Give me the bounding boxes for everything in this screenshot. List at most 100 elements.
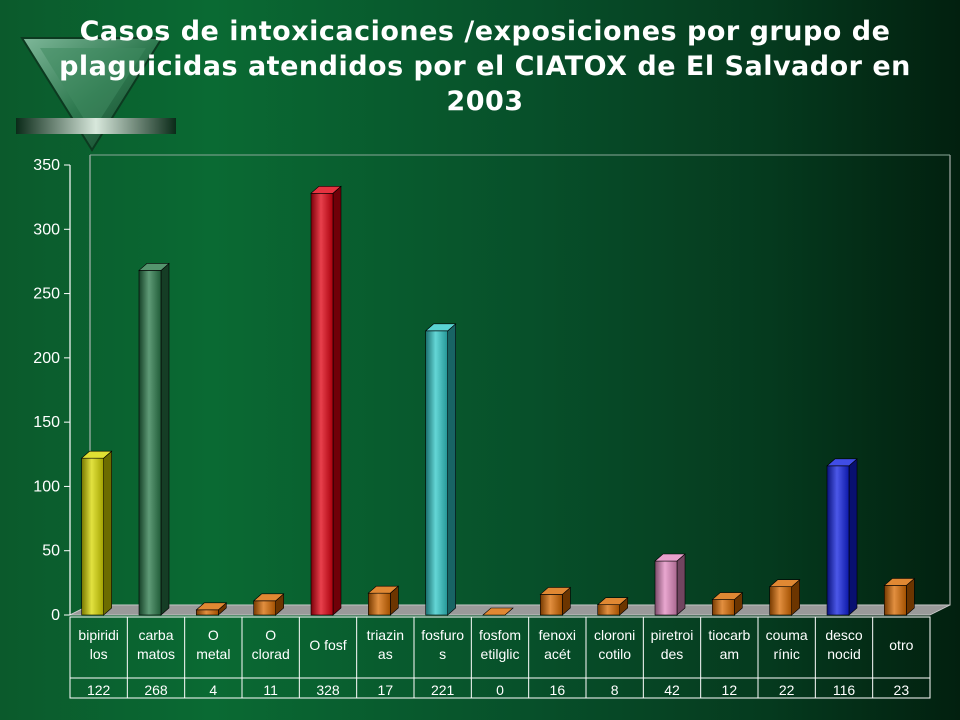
value-label: 22 <box>779 682 795 698</box>
y-tick-label: 200 <box>33 350 60 367</box>
bar-front <box>310 192 334 616</box>
category-label: des <box>661 646 684 662</box>
value-label: 12 <box>722 682 738 698</box>
category-label: O <box>208 627 219 643</box>
y-tick-label: 0 <box>51 607 60 624</box>
category-label: fosfuro <box>421 627 464 643</box>
bar <box>482 607 514 616</box>
value-label: 122 <box>87 682 111 698</box>
bar <box>654 553 686 616</box>
bar-front <box>368 592 391 616</box>
bar-top <box>883 578 916 586</box>
value-label: 16 <box>550 682 566 698</box>
category-label: los <box>90 646 108 662</box>
bar-side <box>160 262 170 616</box>
category-label: O <box>265 627 276 643</box>
bar-front <box>253 600 276 616</box>
bar-top <box>768 579 801 588</box>
bar <box>195 602 228 616</box>
bar-top <box>826 458 858 467</box>
bar-front <box>425 330 448 616</box>
bar-front <box>769 586 792 616</box>
category-label: O fosf <box>309 637 346 653</box>
bar <box>367 585 400 616</box>
bar <box>424 323 457 616</box>
table-border <box>69 616 931 699</box>
value-label: 116 <box>833 682 856 698</box>
bar <box>252 593 285 616</box>
category-label: matos <box>137 646 175 662</box>
category-label: tiocarb <box>708 627 750 643</box>
category-label: etilglic <box>481 646 520 662</box>
bar <box>539 586 572 616</box>
bar-side <box>332 185 342 616</box>
y-tick-label: 250 <box>33 286 60 303</box>
logo-graphic <box>16 37 176 152</box>
bar <box>711 591 744 616</box>
y-tick-label: 100 <box>33 478 60 495</box>
category-label: couma <box>766 627 808 643</box>
bar <box>310 185 342 616</box>
bar-top <box>252 593 285 602</box>
value-label: 23 <box>894 682 910 698</box>
category-label: s <box>439 646 446 662</box>
bar-side <box>103 450 112 616</box>
value-label: 268 <box>144 682 168 698</box>
category-label: am <box>720 646 739 662</box>
bar-front <box>196 609 219 616</box>
bar-side <box>676 553 686 616</box>
category-label: nocid <box>827 646 860 662</box>
category-label: metal <box>196 646 230 662</box>
bar-top <box>711 592 744 600</box>
bar-side <box>848 458 858 616</box>
bar-front <box>884 585 907 616</box>
bar-front <box>81 457 104 616</box>
category-label: triazin <box>367 627 404 643</box>
category-label: otro <box>889 637 913 653</box>
category-label: rínic <box>773 646 799 662</box>
category-label: piretroi <box>651 627 694 643</box>
bar-top <box>195 602 228 611</box>
value-label: 11 <box>263 682 278 698</box>
category-label: desco <box>825 627 863 643</box>
bar-top <box>424 323 457 332</box>
value-label: 4 <box>209 682 217 698</box>
bar-front <box>654 560 678 616</box>
category-label: acét <box>544 646 571 662</box>
value-label: 328 <box>316 682 340 698</box>
plot-back-frame <box>69 155 951 616</box>
bar-top <box>310 185 342 194</box>
value-label: 221 <box>431 682 455 698</box>
category-label: cloroni <box>594 627 635 643</box>
value-label: 8 <box>611 682 619 698</box>
category-label: fenoxi <box>539 627 576 643</box>
category-label: clorad <box>252 646 290 662</box>
bar-front <box>540 594 563 616</box>
bar <box>138 262 170 616</box>
y-tick-label: 350 <box>33 157 60 174</box>
value-label: 17 <box>378 682 394 698</box>
value-label: 42 <box>664 682 680 698</box>
bar-side <box>447 323 456 616</box>
y-tick-label: 50 <box>42 543 60 560</box>
bar-front <box>712 599 735 616</box>
bar-top <box>654 553 686 562</box>
category-label: as <box>378 646 393 662</box>
bar-top <box>80 450 113 459</box>
bar-top <box>482 607 514 616</box>
bar <box>768 579 801 616</box>
category-label: bipiridi <box>78 627 118 643</box>
value-label: 0 <box>496 682 504 698</box>
bar-top <box>138 263 170 271</box>
bar-front <box>826 465 850 616</box>
category-label: fosfom <box>479 627 521 643</box>
y-tick-label: 300 <box>33 221 60 238</box>
category-label: carba <box>138 627 173 643</box>
bar-front <box>597 604 620 616</box>
bar-top <box>596 597 629 606</box>
bar <box>883 577 916 616</box>
bar-top <box>367 585 400 594</box>
y-tick-label: 150 <box>33 414 60 431</box>
